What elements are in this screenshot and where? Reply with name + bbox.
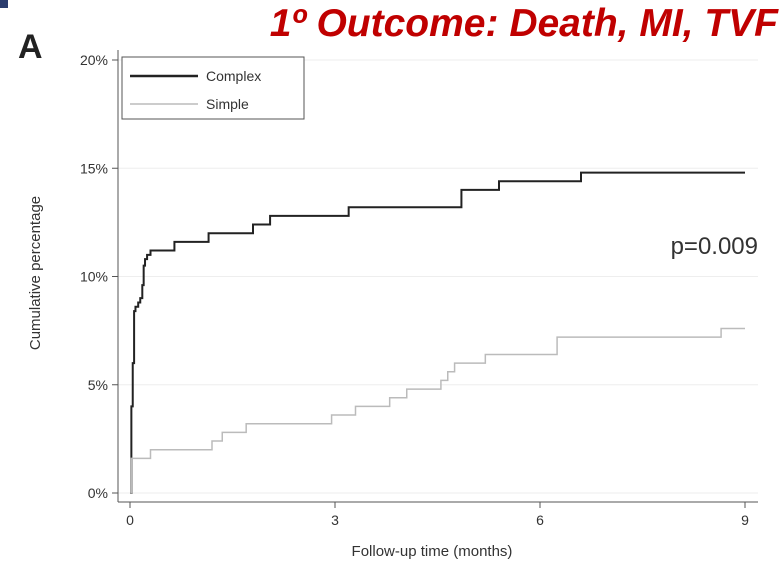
y-tick-label: 20% xyxy=(80,52,108,68)
y-tick-label: 5% xyxy=(88,377,108,393)
series-line-complex xyxy=(130,171,745,494)
y-tick-label: 15% xyxy=(80,160,108,176)
ticks: 0% 5% 10% 15% 20% 0 3 6 9 xyxy=(80,52,749,528)
series-line-simple xyxy=(130,327,745,494)
legend-box xyxy=(121,56,305,120)
panel-letter: A xyxy=(18,28,43,66)
x-tick-label: 9 xyxy=(741,512,749,528)
x-tick-label: 3 xyxy=(331,512,339,528)
grid-lines xyxy=(118,59,758,494)
slide-title: 1º Outcome: Death, MI, TVF xyxy=(269,2,778,45)
y-tick-label: 0% xyxy=(88,485,108,501)
y-tick-label: 10% xyxy=(80,269,108,285)
legend-label-complex: Complex xyxy=(206,68,261,84)
corner-mark xyxy=(0,0,8,8)
x-tick-label: 6 xyxy=(536,512,544,528)
x-axis-label: Follow-up time (months) xyxy=(352,543,513,560)
series xyxy=(130,171,745,494)
legend-label-simple: Simple xyxy=(206,96,249,112)
y-axis-label: Cumulative percentage xyxy=(27,196,44,350)
legend: Complex Simple xyxy=(121,56,305,120)
annotation-p-value: p=0.009 xyxy=(671,233,758,260)
x-tick-label: 0 xyxy=(126,512,134,528)
